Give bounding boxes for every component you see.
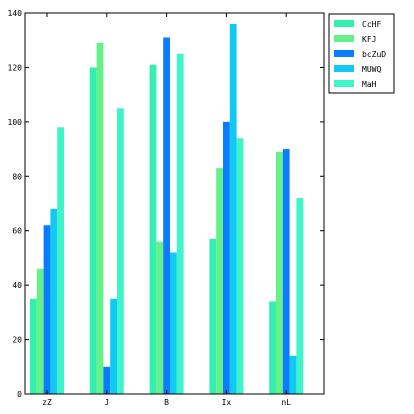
y-tick-label: 80 xyxy=(12,172,22,181)
bar-MUWQ-nL xyxy=(289,355,297,394)
bar-KFJ-B xyxy=(156,241,164,394)
bar-MaH-nL xyxy=(296,198,304,394)
bar-MUWQ-zZ xyxy=(50,208,58,394)
bar-bcZuD-zZ xyxy=(43,225,51,394)
y-tick-label: 40 xyxy=(12,281,22,290)
bar-bcZuD-J xyxy=(103,366,111,394)
bar-MUWQ-Ix xyxy=(229,23,237,394)
legend-swatch-MUWQ xyxy=(334,65,354,72)
y-tick-label: 60 xyxy=(12,227,22,236)
legend-swatch-MaH xyxy=(334,80,354,87)
bar-CcHF-zZ xyxy=(30,298,37,394)
x-tick-label: nL xyxy=(281,398,291,407)
bar-KFJ-nL xyxy=(276,151,283,394)
y-axis: 0 20 40 60 80 100 120 140 xyxy=(8,9,324,399)
bar-KFJ-zZ xyxy=(36,268,44,394)
bar-CcHF-B xyxy=(149,64,157,395)
bar-MaH-J xyxy=(117,108,124,394)
plot-frame xyxy=(24,12,325,395)
legend-label-CcHF: CcHF xyxy=(362,20,381,29)
x-axis: zZ J B Ix nL xyxy=(42,13,291,407)
y-tick-label: 20 xyxy=(12,336,22,345)
y-tick-label: 0 xyxy=(17,390,22,399)
y-tick-label: 100 xyxy=(8,118,23,127)
legend-swatch-CcHF xyxy=(334,20,354,27)
x-tick-label: J xyxy=(104,398,109,407)
bar-bcZuD-Ix xyxy=(223,121,230,395)
legend-swatch-KFJ xyxy=(334,35,354,42)
legend-swatch-bcZuD xyxy=(334,50,354,57)
bar-MaH-zZ xyxy=(57,127,64,395)
legend-label-bcZuD: bcZuD xyxy=(362,50,386,59)
bar-bcZuD-nL xyxy=(282,149,290,394)
bar-MaH-B xyxy=(176,53,184,394)
bar-bcZuD-B xyxy=(163,37,170,395)
bar-CcHF-nL xyxy=(269,301,276,394)
bar-CcHF-J xyxy=(89,67,97,395)
x-tick-label: B xyxy=(164,398,169,407)
x-tick-label: Ix xyxy=(222,398,232,407)
legend-label-MUWQ: MUWQ xyxy=(362,65,381,74)
bar-MUWQ-B xyxy=(170,252,177,394)
bar-CcHF-Ix xyxy=(209,238,217,394)
y-tick-label: 120 xyxy=(8,63,23,72)
bar-MUWQ-J xyxy=(110,298,117,394)
bars-layer xyxy=(30,23,304,395)
legend-label-MaH: MaH xyxy=(362,80,377,89)
bar-MaH-Ix xyxy=(236,138,244,394)
y-tick-label: 140 xyxy=(8,9,23,18)
x-tick-label: zZ xyxy=(42,398,52,407)
legend: CcHF KFJ bcZuD MUWQ MaH xyxy=(328,13,395,94)
bar-KFJ-J xyxy=(96,42,104,394)
legend-label-KFJ: KFJ xyxy=(362,35,376,44)
bar-KFJ-Ix xyxy=(216,168,223,394)
